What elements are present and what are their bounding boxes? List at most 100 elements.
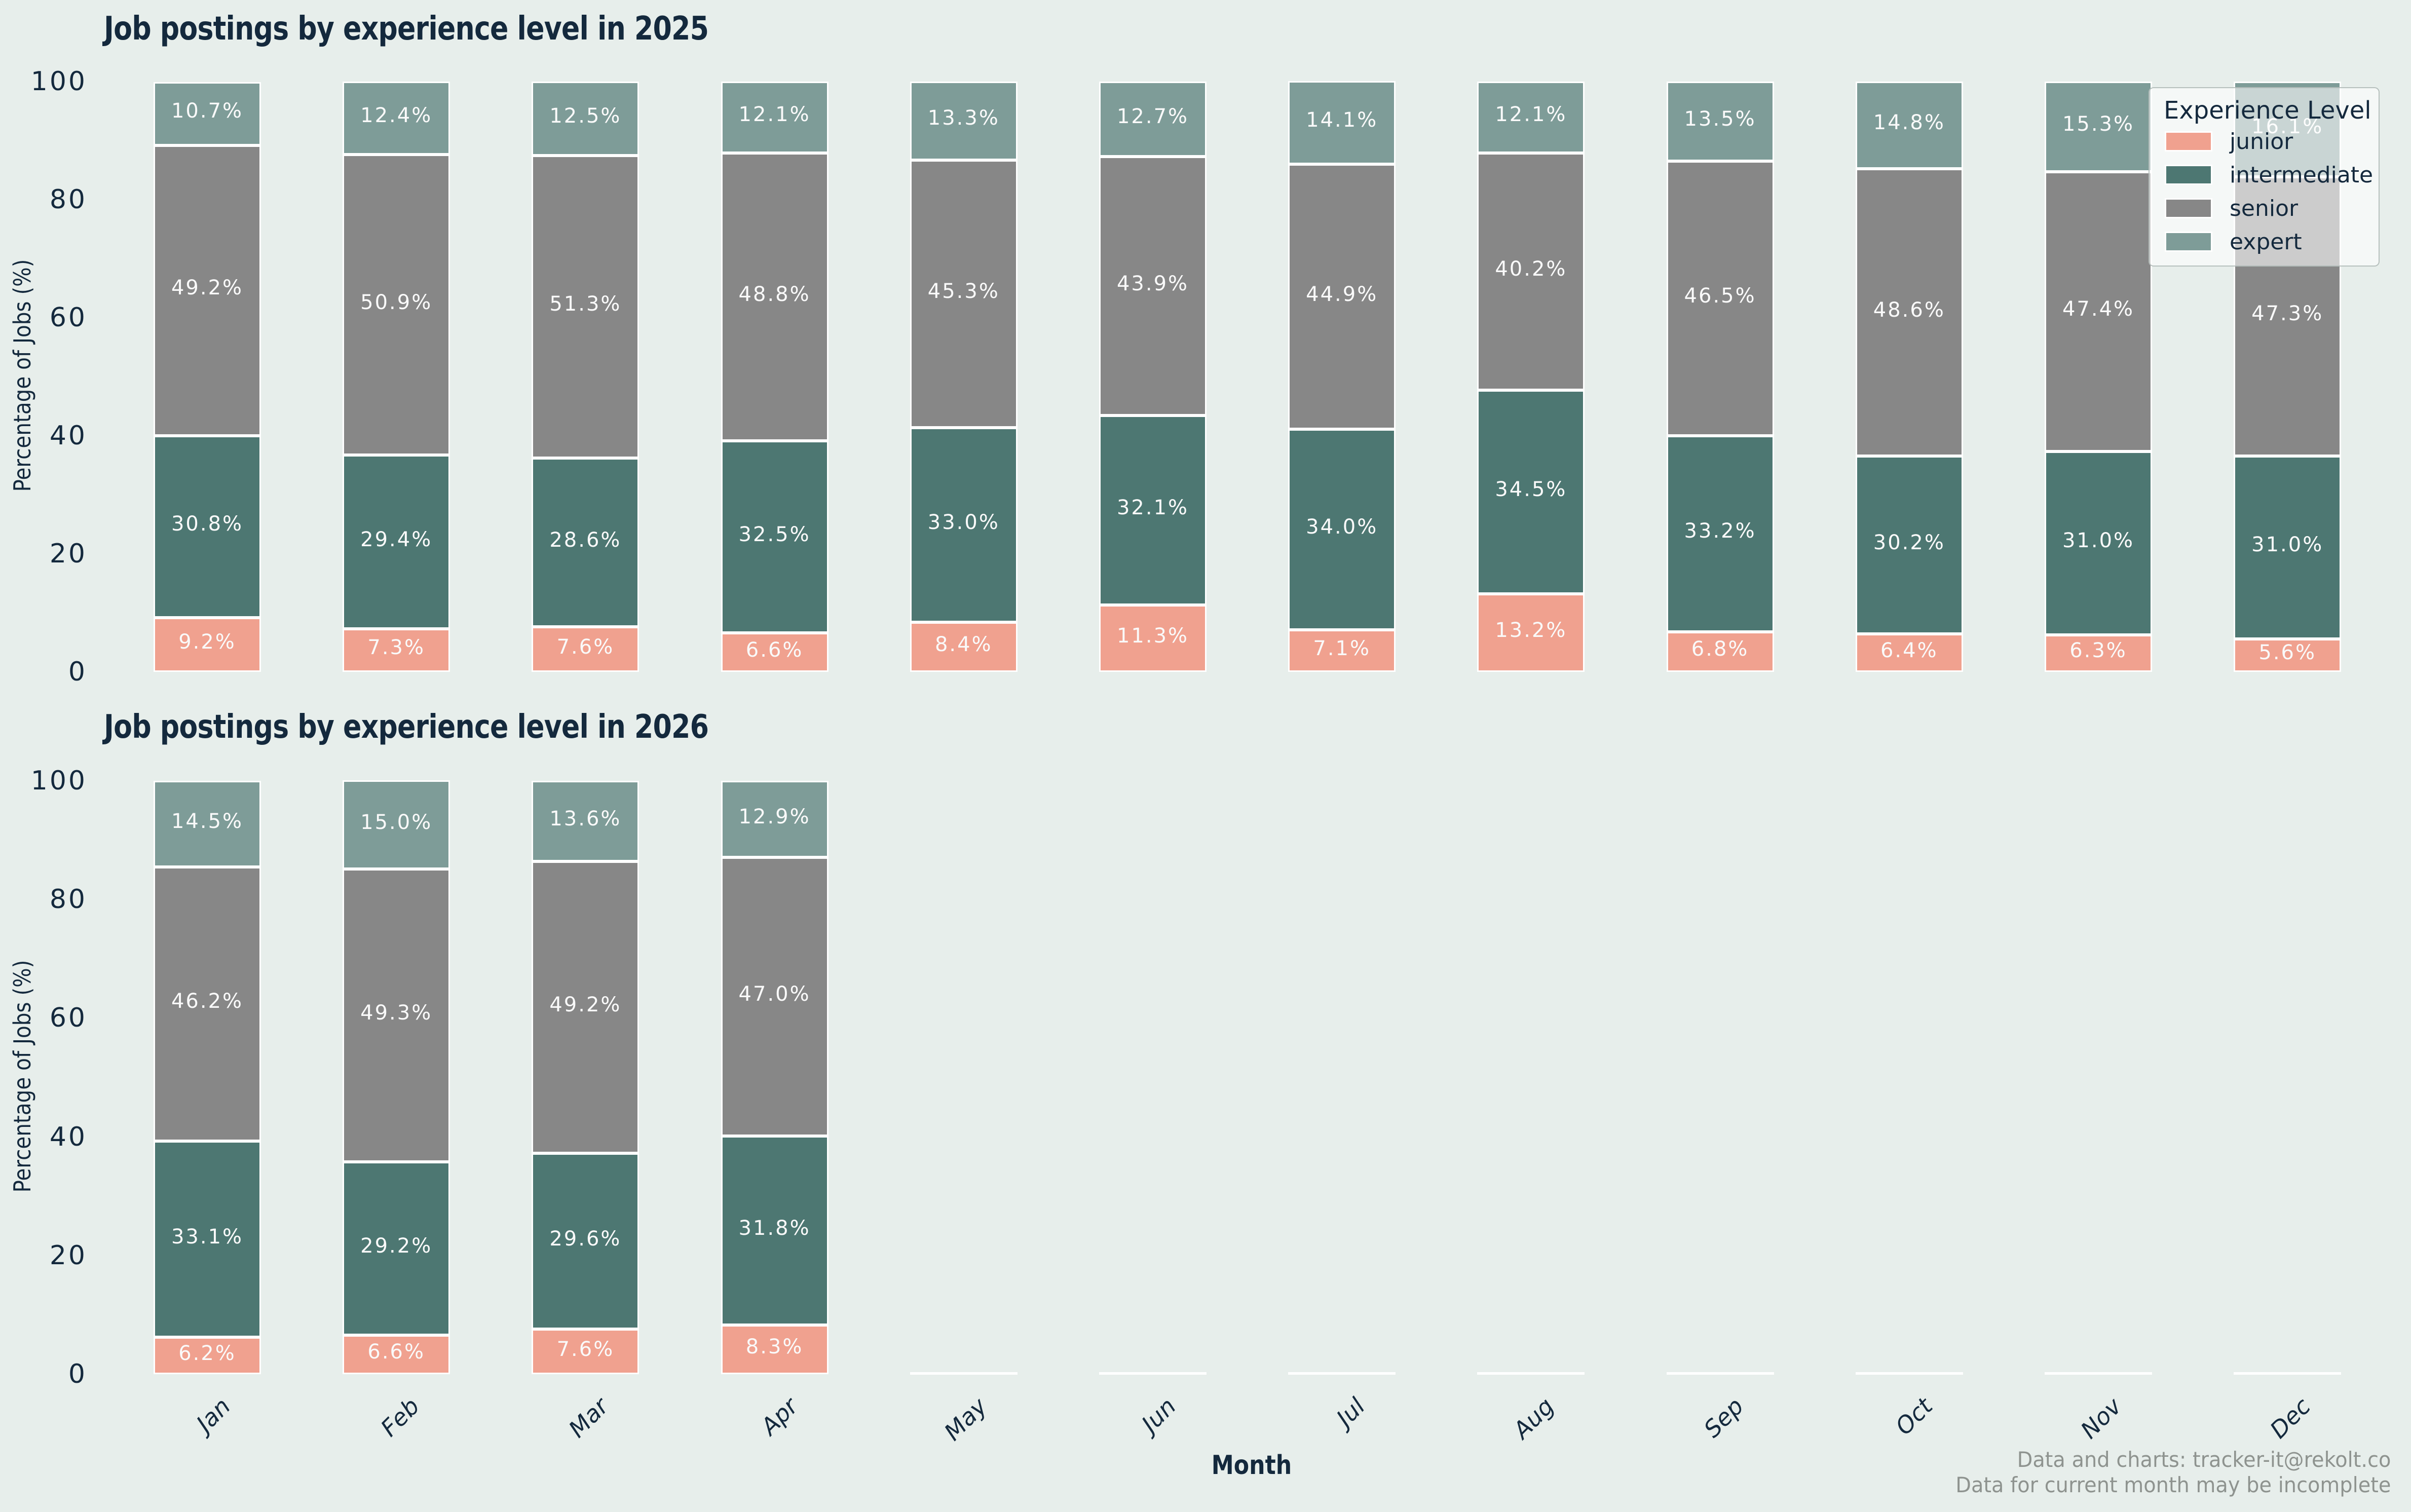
bar-segment-label: 43.9% [1116,272,1189,295]
x-axis-title: Month [1211,1450,1292,1481]
bar-segment-label: 14.5% [171,809,244,833]
bar-segment-label: 12.4% [360,104,433,128]
legend-item-label: intermediate [2230,162,2374,188]
bar-segment-expert [532,82,639,156]
bar-segment-intermediate [532,458,639,627]
bar-segment-junior [1477,594,1585,672]
legend-title: Experience Level [2164,96,2371,125]
x-tick-label: May [938,1392,992,1446]
bar-segment-intermediate [1666,436,1774,632]
x-tick-label: Apr [755,1392,803,1441]
junior-color-swatch [2165,131,2212,152]
bar-segment-expert [1477,82,1585,153]
bar-segment-intermediate [721,441,828,633]
bar-segment-expert [1855,82,1963,169]
bar-segment-label: 34.5% [1495,478,1567,502]
y-tick-label: 80 [49,184,87,215]
bar-segment-senior [1477,153,1585,391]
bar-segment-junior [154,1337,261,1374]
empty-bar-baseline [1666,1372,1774,1375]
bar-segment-junior [910,622,1018,672]
y-tick-label: 100 [30,66,87,97]
bar-segment-junior [2234,638,2342,672]
bar-segment-label: 8.3% [745,1335,804,1359]
legend-item-label: expert [2230,229,2302,255]
bar-segment-senior [721,857,828,1137]
bar-segment-junior [1099,605,1207,672]
bar-segment-label: 7.6% [556,635,615,659]
bar-segment-senior [1855,169,1963,456]
bar-segment-intermediate [1288,429,1396,630]
x-tick-label: Jan [191,1392,236,1438]
bar-segment-intermediate [343,455,450,629]
bar-segment-label: 10.7% [171,99,244,123]
y-tick-label: 20 [49,539,87,569]
bar-segment-senior [910,160,1018,428]
bar-segment-label: 34.0% [1306,515,1378,539]
bar-segment-label: 13.3% [927,106,1000,130]
bar-segment-intermediate [1477,390,1585,594]
bar-segment-senior [2045,172,2152,452]
bar-segment-label: 47.0% [738,982,811,1006]
footer-note: Data and charts: tracker-it@rekolt.co Da… [1955,1447,2391,1498]
chart-2026-title: Job postings by experience level in 2026 [104,708,709,746]
bar-segment-label: 6.3% [2069,639,2127,663]
y-tick-label: 40 [49,1121,87,1152]
bar-segment-senior [343,869,450,1162]
bar-segment-senior [532,861,639,1154]
bar-segment-junior [2045,634,2152,672]
bar-segment-label: 11.3% [1116,624,1189,648]
bar-segment-label: 31.8% [738,1216,811,1240]
bar-segment-expert [1099,82,1207,157]
bar-segment-expert [721,781,828,858]
footer-line-2: Data for current month may be incomplete [1955,1472,2391,1497]
bar-segment-junior [532,627,639,672]
empty-bar-baseline [2234,1372,2342,1375]
bar-segment-senior [1099,156,1207,416]
bar-segment-label: 7.6% [556,1337,615,1361]
bar-segment-label: 33.0% [927,510,1000,534]
empty-bar-baseline [1288,1372,1396,1375]
footer-line-1: Data and charts: tracker-it@rekolt.co [2017,1447,2391,1472]
bar-segment-label: 13.2% [1495,619,1567,642]
bar-segment-junior [154,617,261,672]
y-tick-label: 0 [68,657,87,687]
bar-segment-label: 31.0% [2251,533,2324,557]
bar-segment-senior [721,153,828,441]
bar-segment-label: 32.1% [1116,496,1189,520]
bar-segment-junior [343,628,450,672]
bar-segment-senior [1288,164,1396,430]
bar-segment-intermediate [2234,456,2342,639]
bar-segment-label: 6.6% [367,1340,425,1364]
bar-segment-label: 29.4% [360,527,433,551]
bar-segment-label: 12.9% [738,805,811,828]
bar-segment-junior [721,633,828,672]
bar-segment-label: 12.1% [738,103,811,127]
bar-segment-junior [1666,631,1774,672]
bar-segment-label: 15.3% [2062,112,2135,136]
legend-items: junior intermediate senior expert [2150,125,2379,258]
bar-segment-label: 29.6% [549,1227,622,1251]
bar-segment-intermediate [532,1153,639,1329]
legend-item-intermediate: intermediate [2150,158,2379,192]
x-tick-label: Feb [375,1392,425,1442]
y-tick-label: 40 [49,421,87,451]
bar-segment-label: 40.2% [1495,257,1567,281]
bar-segment-label: 7.3% [367,636,425,660]
bar-segment-label: 33.1% [171,1225,244,1249]
y-tick-label: 60 [49,303,87,333]
bar-segment-intermediate [343,1161,450,1335]
bar-segment-label: 12.7% [1116,104,1189,128]
bar-segment-label: 6.4% [1880,638,1938,662]
bar-segment-label: 8.4% [934,633,993,657]
empty-bar-baseline [1855,1372,1963,1375]
bar-segment-expert [154,781,261,867]
bar-segment-intermediate [2045,451,2152,635]
legend-item-label: junior [2230,128,2293,155]
bar-segment-junior [532,1329,639,1374]
chart-2025-title: Job postings by experience level in 2025 [104,10,709,48]
y-tick-label: 20 [49,1240,87,1271]
bar-segment-expert [721,82,828,153]
bar-segment-senior [343,155,450,456]
